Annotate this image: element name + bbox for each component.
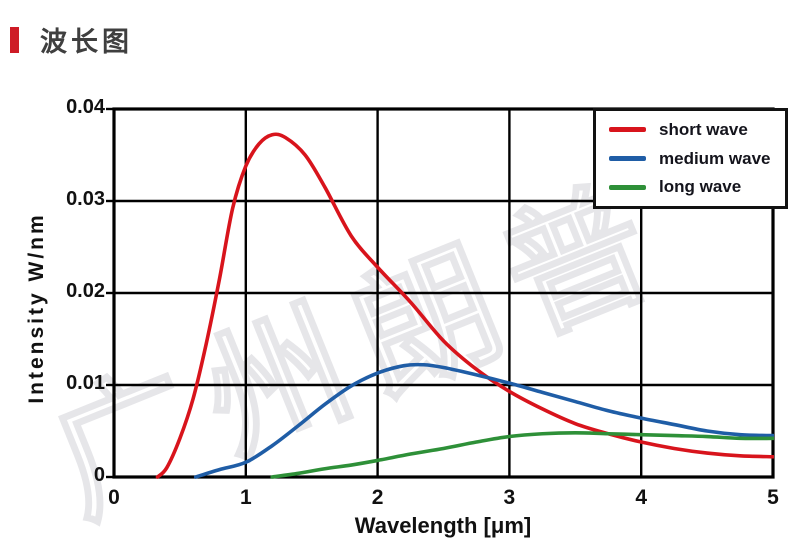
legend-item-short-wave: short wave xyxy=(609,120,785,140)
y-axis-label: Intensity W/nm xyxy=(25,212,48,404)
legend-label-medium-wave: medium wave xyxy=(659,148,771,168)
legend-item-medium-wave: medium wave xyxy=(609,149,785,169)
x-tick-3: 3 xyxy=(503,486,516,509)
x-tick-4: 4 xyxy=(635,486,648,509)
y-tick-0-02: 0.02 xyxy=(66,280,105,302)
watermark-text: 广州朗普 xyxy=(32,154,692,542)
x-tick-0: 0 xyxy=(108,486,120,509)
legend-item-long-wave: long wave xyxy=(609,177,785,197)
x-tick-2: 2 xyxy=(371,486,384,509)
y-tick-0-01: 0.01 xyxy=(66,372,105,394)
x-tick-1: 1 xyxy=(239,486,252,509)
y-tick-0: 0 xyxy=(93,464,105,486)
page-title: 波长图 xyxy=(40,27,133,57)
page-header: 波长图 xyxy=(10,20,133,59)
chart-curves xyxy=(155,132,774,479)
legend-label-long-wave: long wave xyxy=(659,177,742,197)
x-axis-label: Wavelength [μm] xyxy=(354,513,532,538)
title-accent-bar xyxy=(10,26,19,53)
y-tick-0-03: 0.03 xyxy=(66,188,105,210)
legend: short wave medium wave long wave xyxy=(593,108,788,209)
legend-swatch-short-wave xyxy=(609,127,646,133)
x-tick-5: 5 xyxy=(767,486,779,509)
legend-swatch-medium-wave xyxy=(609,156,646,161)
legend-label-short-wave: short wave xyxy=(659,119,748,139)
y-tick-0-04: 0.04 xyxy=(66,96,105,118)
legend-swatch-long-wave xyxy=(609,184,646,190)
